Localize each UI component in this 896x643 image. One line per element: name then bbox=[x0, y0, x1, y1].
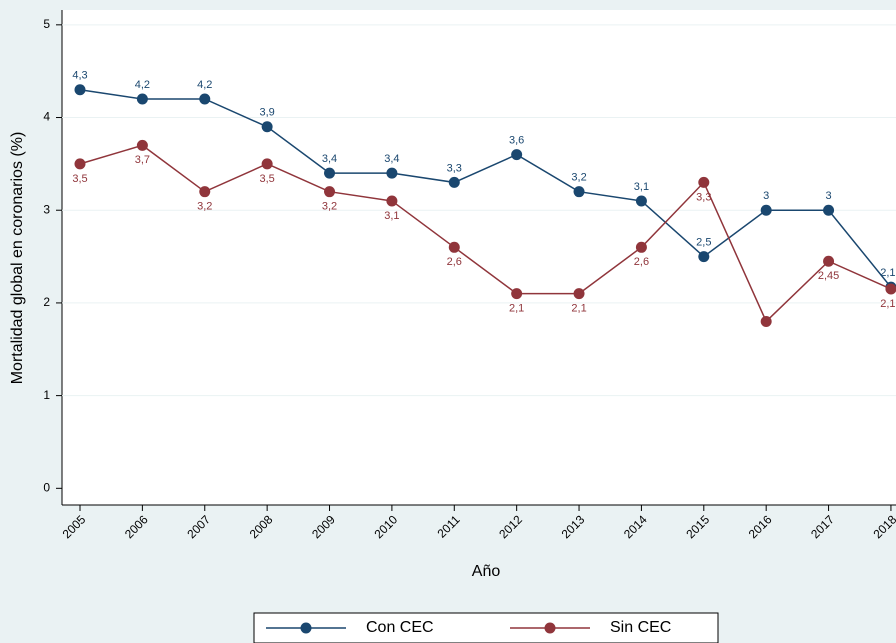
value-label: 2,5 bbox=[696, 236, 711, 248]
point bbox=[261, 158, 273, 170]
y-tick-label: 2 bbox=[43, 295, 50, 309]
value-label: 2,6 bbox=[634, 256, 649, 268]
value-label: 3,2 bbox=[571, 172, 586, 184]
point bbox=[199, 186, 211, 198]
value-label: 4,3 bbox=[72, 70, 87, 82]
point bbox=[511, 288, 523, 300]
value-label: 2,15 bbox=[880, 298, 896, 310]
series-line bbox=[79, 88, 892, 288]
value-label: 2,6 bbox=[447, 256, 462, 268]
point bbox=[261, 121, 273, 133]
value-label: 2,17 bbox=[880, 267, 896, 279]
legend-marker bbox=[300, 622, 312, 634]
value-label: 3,4 bbox=[384, 153, 399, 165]
value-label: 3,9 bbox=[259, 107, 274, 119]
point bbox=[573, 288, 585, 300]
point bbox=[635, 241, 647, 253]
value-label: 3,1 bbox=[384, 210, 399, 222]
point bbox=[698, 176, 710, 188]
value-label: 3,5 bbox=[259, 173, 274, 185]
value-label: 2,1 bbox=[509, 303, 524, 315]
point bbox=[573, 186, 585, 198]
legend-marker bbox=[544, 622, 556, 634]
point bbox=[448, 176, 460, 188]
value-label: 3,3 bbox=[696, 191, 711, 203]
value-label: 3,1 bbox=[634, 181, 649, 193]
value-label: 3 bbox=[763, 190, 769, 202]
point bbox=[74, 158, 86, 170]
point bbox=[823, 204, 835, 216]
point bbox=[511, 149, 523, 161]
plot-area bbox=[62, 10, 896, 505]
point bbox=[698, 251, 710, 263]
value-label: 3 bbox=[825, 190, 831, 202]
y-tick-label: 0 bbox=[43, 480, 50, 494]
value-label: 3,2 bbox=[197, 201, 212, 213]
point bbox=[324, 186, 336, 198]
value-label: 3,7 bbox=[135, 154, 150, 166]
point bbox=[448, 241, 460, 253]
point bbox=[386, 167, 398, 179]
point bbox=[386, 195, 398, 207]
value-label: 2,45 bbox=[818, 270, 839, 282]
point bbox=[199, 93, 211, 105]
value-label: 3,4 bbox=[322, 153, 337, 165]
value-label: 4,2 bbox=[197, 79, 212, 91]
point bbox=[136, 139, 148, 151]
value-label: 3,2 bbox=[322, 201, 337, 213]
point bbox=[760, 204, 772, 216]
value-label: 2,1 bbox=[571, 303, 586, 315]
point bbox=[74, 84, 86, 96]
point bbox=[885, 283, 896, 295]
value-label: 3,3 bbox=[447, 162, 462, 174]
value-label: 3,6 bbox=[509, 135, 524, 147]
point bbox=[136, 93, 148, 105]
y-tick-label: 1 bbox=[43, 388, 50, 402]
y-tick-label: 4 bbox=[43, 110, 50, 124]
value-label: 4,2 bbox=[135, 79, 150, 91]
y-tick-label: 5 bbox=[43, 17, 50, 31]
point bbox=[324, 167, 336, 179]
value-label: 3,5 bbox=[72, 173, 87, 185]
x-axis-title: Año bbox=[472, 563, 501, 580]
legend-label: Sin CEC bbox=[610, 619, 671, 636]
y-axis-title: Mortalidad global en coronarios (%) bbox=[9, 132, 26, 385]
y-tick-label: 3 bbox=[43, 202, 50, 216]
series-line bbox=[79, 144, 892, 323]
point bbox=[823, 255, 835, 267]
legend-label: Con CEC bbox=[366, 619, 434, 636]
point bbox=[635, 195, 647, 207]
point bbox=[760, 315, 772, 327]
